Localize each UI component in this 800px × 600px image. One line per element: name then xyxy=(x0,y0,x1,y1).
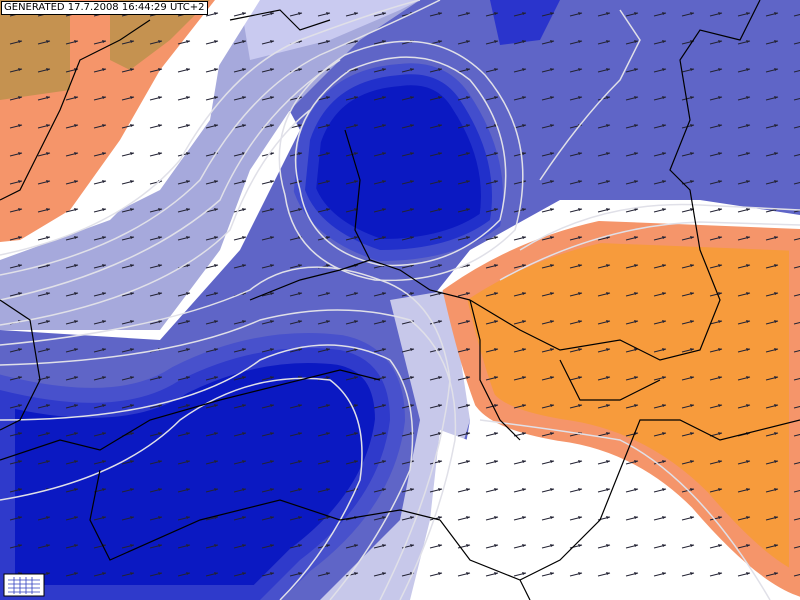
legend-icon xyxy=(3,573,45,597)
generated-stamp: GENERATED 17.7.2008 16:44:29 UTC+2 xyxy=(1,1,208,15)
